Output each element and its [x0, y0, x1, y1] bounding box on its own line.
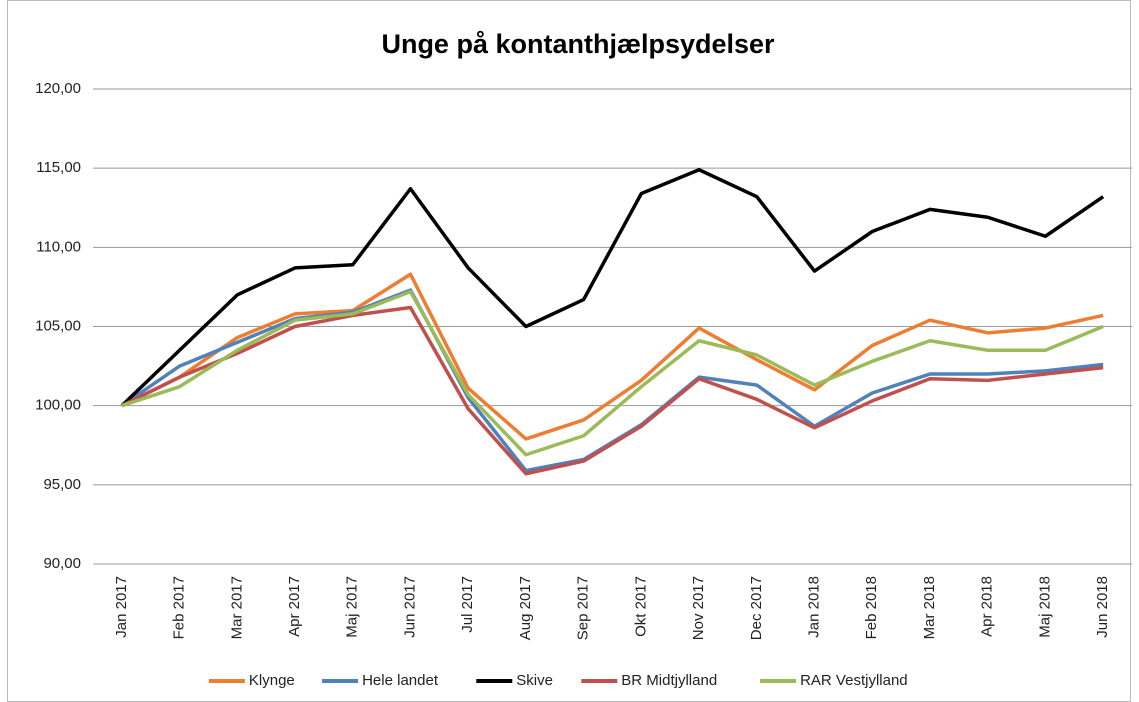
x-tick-label: Apr 2017 — [286, 576, 303, 637]
legend-label: RAR Vestjylland — [800, 672, 908, 689]
x-tick-label: Jan 2017 — [113, 576, 130, 638]
legend-label: BR Midtjylland — [621, 672, 717, 689]
x-tick-label: Aug 2017 — [517, 576, 534, 640]
x-tick-label: Feb 2018 — [863, 576, 880, 639]
legend-label: Klynge — [249, 672, 295, 689]
legend-label: Hele landet — [362, 672, 439, 689]
legend-label: Skive — [516, 672, 553, 689]
series-line — [121, 289, 1104, 457]
x-tick-label: Maj 2018 — [1036, 576, 1053, 638]
chart-frame — [7, 0, 1131, 702]
x-tick-label: Okt 2017 — [632, 576, 649, 637]
x-tick-label: Dec 2017 — [748, 576, 765, 640]
y-tick-label: 105,00 — [35, 317, 81, 334]
x-tick-label: Nov 2017 — [690, 576, 707, 640]
y-tick-label: 110,00 — [36, 238, 81, 255]
x-tick-label: Jun 2017 — [401, 576, 418, 638]
y-tick-label: 100,00 — [35, 397, 81, 414]
series-line — [121, 272, 1104, 441]
x-tick-label: Jun 2018 — [1094, 576, 1111, 638]
x-tick-label: Jul 2017 — [459, 576, 476, 633]
x-tick-label: Apr 2018 — [979, 576, 996, 637]
chart-title: Unge på kontanthjælpsydelser — [381, 29, 775, 59]
y-tick-label: 115,00 — [36, 159, 81, 176]
x-tick-label: Mar 2017 — [228, 576, 245, 639]
x-tick-label: Feb 2017 — [171, 576, 188, 639]
x-tick-label: Sep 2017 — [575, 576, 592, 640]
x-tick-label: Mar 2018 — [921, 576, 938, 639]
series-line — [120, 168, 1105, 407]
series-line — [121, 305, 1104, 476]
x-tick-label: Maj 2017 — [344, 576, 361, 638]
x-tick-label: Jan 2018 — [805, 576, 822, 638]
y-tick-label: 95,00 — [43, 476, 81, 493]
y-tick-label: 120,00 — [35, 80, 81, 97]
y-tick-label: 90,00 — [43, 555, 81, 572]
